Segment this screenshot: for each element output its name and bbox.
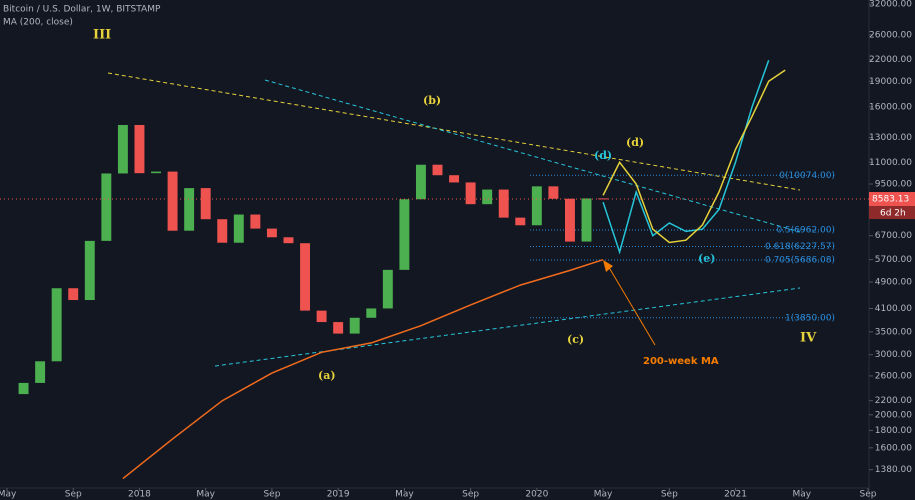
fib-label: 0.618(6227.57) — [765, 242, 835, 252]
y-tick-label: 3500.00 — [875, 327, 912, 337]
x-tick-label: Sep — [65, 490, 82, 500]
y-tick-label: 5700.00 — [875, 255, 912, 265]
x-tick-label: 2018 — [128, 490, 151, 500]
upper-trendline — [107, 72, 801, 191]
candle — [515, 217, 526, 226]
y-tick-label: 1800.00 — [875, 426, 912, 436]
candle — [548, 186, 559, 199]
wave-label: (a) — [318, 369, 336, 382]
countdown-label: 6d 2h — [880, 209, 906, 219]
x-tick-label: 2019 — [327, 490, 350, 500]
y-tick-label: 32000.00 — [869, 0, 912, 10]
x-tick-label: 2020 — [525, 490, 548, 500]
candle — [449, 175, 460, 183]
y-tick-label: 26000.00 — [869, 30, 912, 40]
wave-label: (e) — [698, 252, 715, 265]
candle — [300, 243, 311, 311]
candle — [18, 382, 29, 395]
x-tick-label: May — [792, 490, 811, 500]
candle — [233, 214, 244, 243]
candle — [498, 189, 509, 218]
y-tick-label: 13000.00 — [869, 133, 912, 143]
y-tick-label: 16000.00 — [869, 102, 912, 112]
candle — [531, 186, 542, 226]
candle — [266, 228, 277, 238]
y-tick-label: 2000.00 — [875, 410, 912, 420]
candle — [382, 269, 393, 309]
fib-label: 1(3850.00) — [785, 313, 835, 323]
candle — [167, 171, 178, 231]
x-tick-label: May — [196, 490, 215, 500]
y-tick-label: 19000.00 — [869, 77, 912, 87]
y-tick-label: 6700.00 — [875, 231, 912, 241]
last-price-tag — [869, 192, 915, 207]
series-line — [122, 258, 604, 480]
wave-label: (c) — [567, 333, 584, 346]
candle — [366, 308, 377, 318]
candle — [316, 310, 327, 323]
symbol-title: Bitcoin / U.S. Dollar, 1W, BITSTAMP — [3, 5, 161, 15]
candle — [117, 124, 128, 174]
y-tick-label: 22000.00 — [869, 55, 912, 65]
countdown-tag — [869, 206, 915, 220]
wave-label: III — [93, 28, 111, 43]
lower-trendline — [214, 287, 801, 367]
fib-label: 0.5(6962.00) — [776, 226, 835, 236]
candle — [432, 164, 443, 176]
candle — [35, 361, 46, 383]
x-tick-label: 2021 — [724, 490, 747, 500]
fib-label: 0.705(5686.08) — [765, 256, 835, 266]
candle — [598, 198, 609, 200]
candle — [349, 317, 360, 334]
wave-label: (d) — [626, 136, 644, 149]
fib-label: 0(10074.00) — [779, 171, 835, 181]
candle — [217, 219, 228, 243]
candle — [250, 214, 261, 229]
candle — [134, 124, 145, 174]
x-tick-label: May — [0, 490, 17, 500]
candle — [581, 198, 592, 242]
candle — [200, 188, 211, 220]
x-tick-label: May — [395, 490, 414, 500]
candle — [184, 188, 195, 231]
x-tick-label: Sep — [860, 490, 877, 500]
y-tick-label: 4900.00 — [875, 278, 912, 288]
candle — [333, 322, 344, 334]
candle — [482, 189, 493, 205]
candle — [564, 198, 575, 242]
candle — [151, 171, 161, 174]
candle — [399, 199, 410, 270]
candle — [51, 288, 62, 362]
candle — [415, 164, 426, 200]
candle — [465, 182, 476, 205]
candle — [283, 237, 294, 244]
x-tick-label: Sep — [661, 490, 678, 500]
y-tick-label: 9500.00 — [875, 179, 912, 189]
y-tick-label: 1600.00 — [875, 443, 912, 453]
y-tick-label: 2600.00 — [875, 371, 912, 381]
wave-label: IV — [800, 331, 817, 346]
ma-arrow-head — [603, 260, 613, 272]
candle — [101, 173, 112, 241]
y-tick-label: 2200.00 — [875, 396, 912, 406]
y-tick-label: 11000.00 — [869, 158, 912, 168]
series-line — [602, 60, 770, 255]
ma-arrow — [606, 263, 656, 346]
wave-label: (b) — [423, 94, 441, 107]
x-tick-label: May — [594, 490, 613, 500]
y-tick-label: 1380.00 — [875, 465, 912, 475]
indicator-title: MA (200, close) — [3, 18, 73, 28]
candle — [84, 240, 95, 301]
x-tick-label: Sep — [462, 490, 479, 500]
last-price-label: 8583.13 — [872, 195, 909, 205]
series-line — [602, 69, 786, 244]
x-tick-label: Sep — [263, 490, 280, 500]
candle — [68, 288, 79, 301]
wave-label: (d) — [594, 149, 612, 162]
y-tick-label: 3000.00 — [875, 350, 912, 360]
y-tick-label: 4100.00 — [875, 304, 912, 314]
ma-note: 200-week MA — [643, 356, 719, 367]
